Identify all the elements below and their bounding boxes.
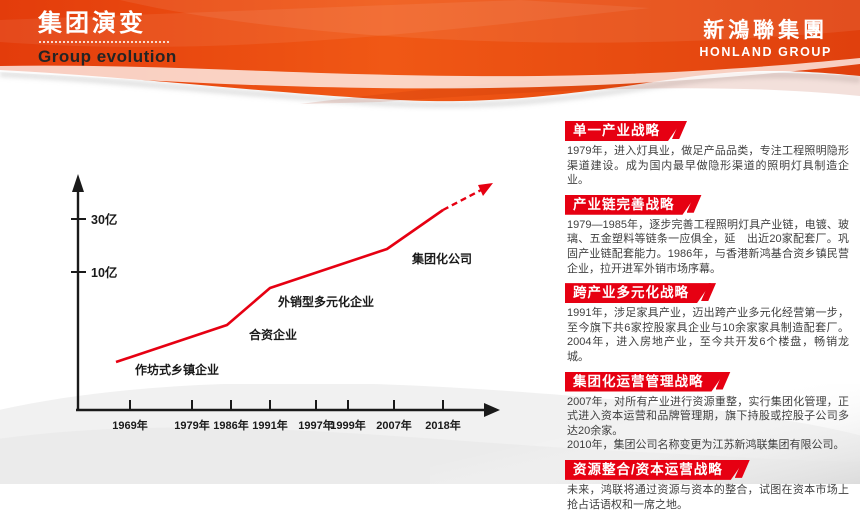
strategy-section-industry-chain: 产业链完善战略 1979—1985年，逐步完善工程照明灯具产业链，电镀、玻璃、五… — [565, 194, 849, 276]
strategy-title: 单一产业战略 — [565, 121, 682, 141]
logo-chinese-text: 新鴻聯集團 — [703, 19, 829, 42]
strategy-body: 1979—1985年，逐步完善工程照明灯具产业链，电镀、玻璃、五金塑料等链条一应… — [567, 218, 849, 275]
strategy-banner: 集团化运营管理战略 — [565, 371, 731, 392]
strategy-title: 产业链完善战略 — [565, 195, 697, 215]
company-logo: 新鴻聯集團 HONLAND GROUP — [699, 18, 832, 60]
strategy-section-capital-operation: 资源整合/资本运营战略 未来，鸿联将通过资源与资本的整合，试图在资本市场上抢占话… — [565, 459, 849, 512]
x-tick-label: 1986年 — [213, 418, 248, 432]
y-tick-label-30: 30亿 — [91, 212, 117, 227]
strategy-title: 集团化运营管理战略 — [565, 372, 726, 392]
page-title: 集团演变 — [38, 10, 146, 37]
x-tick-label: 1969年 — [112, 418, 147, 432]
page-subtitle: Group evolution — [38, 47, 177, 66]
strategy-section-single-industry: 单一产业战略 1979年，进入灯具业，做足产品品类，专注工程照明隐形渠道建设。成… — [565, 121, 849, 188]
strategy-body: 1979年，进入灯具业，做足产品品类，专注工程照明隐形渠道建设。成为国内最早做隐… — [567, 145, 849, 187]
x-tick-label: 1991年 — [252, 418, 287, 432]
stage-label-export: 外销型多元化企业 — [278, 294, 374, 309]
strategy-banner: 资源整合/资本运营战略 — [565, 459, 750, 480]
x-tick-label: 2018年 — [425, 418, 460, 432]
strategy-section-group-management: 集团化运营管理战略 2007年，对所有产业进行资源重整，实行集团化管理，正式进入… — [565, 371, 849, 453]
stage-label-group: 集团化公司 — [411, 251, 472, 266]
header-wave-background — [0, 0, 860, 108]
y-tick-label-10: 10亿 — [91, 265, 117, 280]
x-tick-label: 2007年 — [376, 418, 411, 432]
strategy-panel: 单一产业战略 1979年，进入灯具业，做足产品品类，专注工程照明隐形渠道建设。成… — [565, 121, 849, 519]
stage-label-joint-venture: 合资企业 — [249, 327, 297, 342]
trend-line-arrow — [478, 183, 493, 196]
x-tick-label: 1997年 — [298, 418, 333, 432]
strategy-body: 未来，鸿联将通过资源与资本的整合，试图在资本市场上抢占话语权和一席之地。 — [567, 483, 849, 511]
strategy-banner: 跨产业多元化战略 — [565, 283, 716, 303]
y-axis-arrow — [72, 174, 84, 192]
title-underline-dotted — [39, 41, 169, 43]
x-axis-arrow — [484, 403, 500, 417]
trend-line-solid — [115, 208, 444, 364]
stage-label-township: 作坊式乡镇企业 — [135, 362, 219, 377]
logo-english-text: HONLAND GROUP — [699, 45, 832, 59]
strategy-section-diversification: 跨产业多元化战略 1991年，涉足家具产业，迈出跨产业多元化经营第一步，至今旗下… — [565, 283, 849, 364]
strategy-body: 1991年，涉足家具产业，迈出跨产业多元化经营第一步，至今旗下共6家控股家具企业… — [567, 307, 849, 363]
trend-line-dashed — [442, 187, 484, 212]
strategy-banner: 产业链完善战略 — [565, 194, 702, 215]
x-tick-label: 1999年 — [330, 418, 365, 432]
strategy-body: 2007年，对所有产业进行资源重整，实行集团化管理，正式进入资本运营和品牌管理期… — [567, 395, 849, 452]
header-titles: 集团演变 Group evolution — [38, 9, 177, 67]
x-tick-label: 1979年 — [174, 418, 209, 432]
header-banner: 集团演变 Group evolution 新鴻聯集團 HONLAND GROUP — [0, 0, 860, 112]
strategy-title: 资源整合/资本运营战略 — [565, 460, 745, 480]
strategy-banner: 单一产业战略 — [565, 121, 687, 141]
strategy-title: 跨产业多元化战略 — [565, 283, 711, 303]
evolution-chart: 30亿 10亿 1969年 1979年 1986年 1991年 1997年 19… — [40, 150, 510, 450]
